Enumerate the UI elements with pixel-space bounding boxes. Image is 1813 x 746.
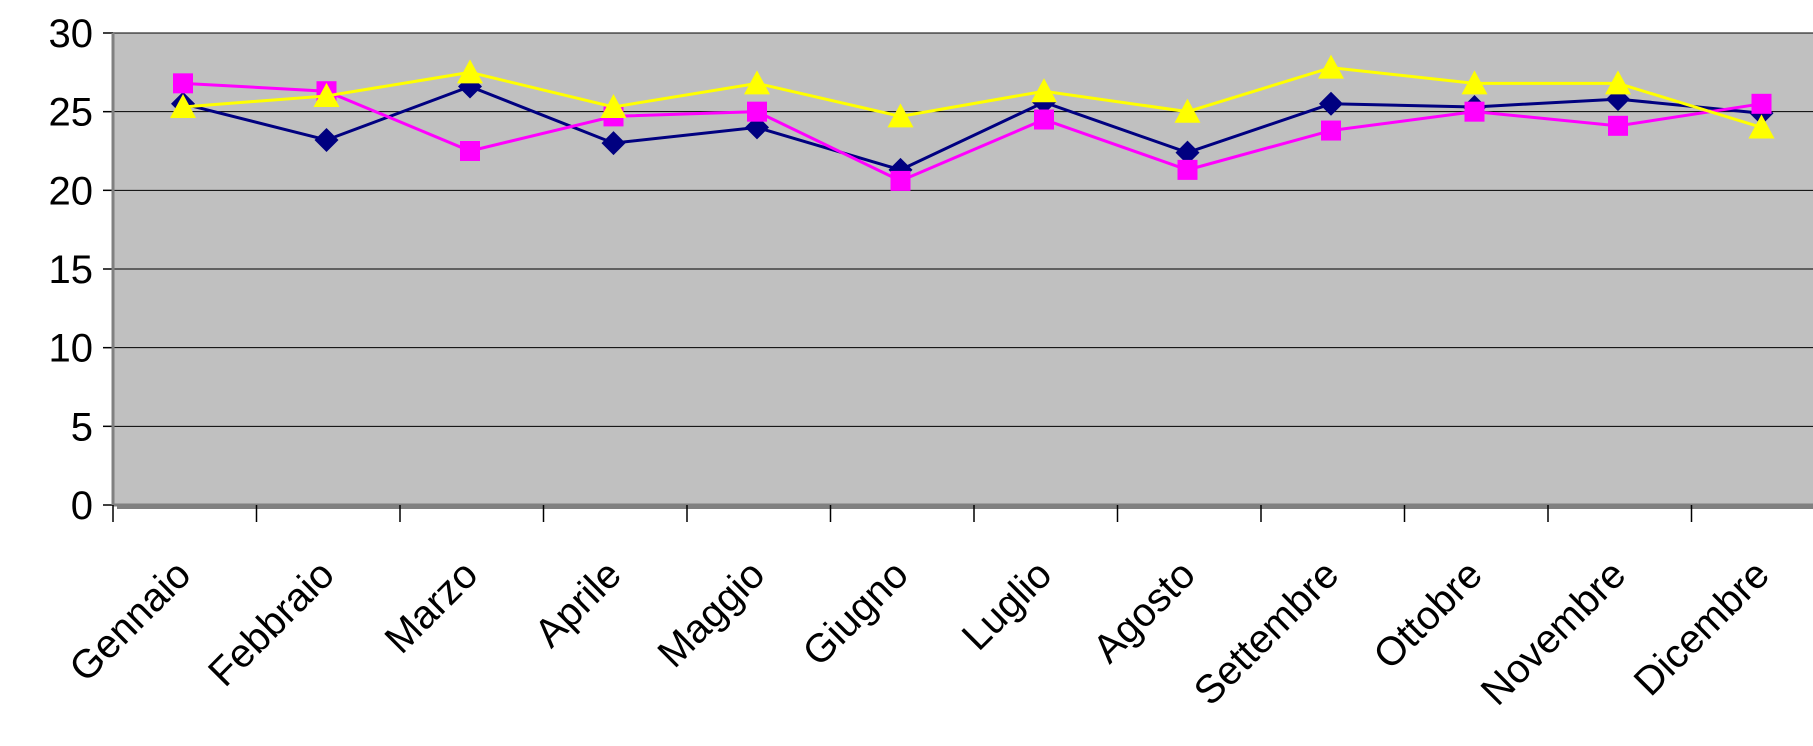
data-series (170, 54, 1775, 191)
data-point-triangle (1461, 70, 1488, 95)
y-tick-label: 30 (49, 12, 94, 56)
x-category-label: Febbraio (200, 552, 343, 695)
series-line (182, 81, 1762, 183)
data-point-square (1321, 120, 1341, 141)
x-category-label: Marzo (377, 552, 487, 662)
data-point-square (1608, 115, 1628, 136)
data-point-triangle (887, 103, 914, 128)
y-tick-label: 0 (71, 484, 93, 528)
x-category-label: Dicembre (1626, 552, 1778, 704)
data-point-triangle (1174, 98, 1201, 123)
x-category-label: Novembre (1473, 552, 1635, 714)
y-tick-label: 25 (49, 91, 94, 135)
data-point-diamond (314, 127, 339, 152)
x-category-label: Gennaio (61, 552, 199, 690)
series-3 (170, 54, 1775, 139)
data-point-triangle (1748, 114, 1775, 139)
x-category-label: Settembre (1186, 552, 1348, 714)
x-category-label: Ottobre (1365, 552, 1490, 677)
series-line (182, 84, 1762, 172)
data-point-triangle (1031, 78, 1057, 103)
y-tick-label: 15 (49, 248, 94, 292)
data-point-diamond (1319, 91, 1343, 116)
data-point-square (460, 141, 480, 161)
data-point-triangle (1605, 70, 1631, 95)
y-tick-label: 20 (49, 169, 94, 213)
data-point-square (1464, 101, 1485, 122)
x-category-label: Giugno (795, 552, 917, 674)
data-point-square (1751, 93, 1772, 114)
data-point-triangle (744, 70, 770, 95)
data-point-triangle (600, 93, 627, 118)
data-point-triangle (1318, 54, 1344, 79)
y-tick-labels: 0 5 10 15 20 25 30 (49, 12, 94, 528)
x-category-label: Agosto (1085, 552, 1204, 671)
data-point-square (1034, 109, 1054, 130)
y-tick-label: 5 (71, 405, 93, 449)
data-point-triangle (170, 93, 196, 118)
x-tick-labels: Gennaio Febbraio Marzo Aprile Maggio Giugno Lu… (61, 552, 1778, 714)
data-point-diamond (601, 131, 626, 156)
data-point-diamond (1175, 140, 1200, 165)
data-point-triangle (457, 59, 483, 84)
series-line (182, 66, 1762, 129)
y-tick-label: 10 (49, 327, 94, 371)
x-category-label: Maggio (649, 552, 773, 676)
gridlines (103, 32, 1813, 506)
x-category-label: Luglio (954, 552, 1061, 659)
data-point-square (1177, 159, 1198, 180)
data-point-square (747, 101, 767, 122)
data-point-triangle (313, 82, 340, 107)
axes (111, 33, 1813, 522)
data-point-square (173, 73, 193, 94)
x-category-label: Aprile (526, 552, 629, 655)
data-point-square (890, 170, 911, 191)
